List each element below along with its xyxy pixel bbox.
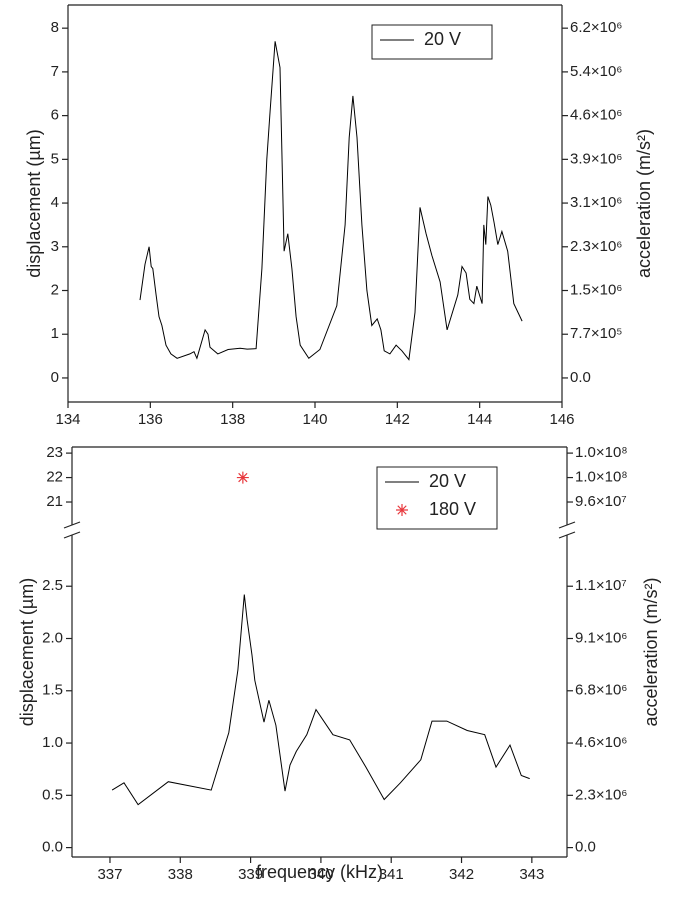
legend-label: 180 V xyxy=(429,499,476,519)
x-axis-label: frequency (kHz) xyxy=(256,862,383,882)
legend-box xyxy=(371,24,493,60)
x-tick-label: 343 xyxy=(519,866,544,883)
y-tick-label: 8 xyxy=(51,19,59,36)
y2-tick-label: 3.1×10⁶ xyxy=(570,194,622,211)
y2-tick-label: 9.1×10⁶ xyxy=(575,629,627,646)
x-tick-label: 342 xyxy=(449,866,474,883)
x-tick-label: 136 xyxy=(138,411,163,428)
y2-axis-label: acceleration (m/s²) xyxy=(641,577,661,726)
y2-tick-label: 5.4×10⁶ xyxy=(570,63,622,80)
y-tick-label: 1 xyxy=(51,325,59,342)
data-line xyxy=(139,41,523,361)
x-tick-label: 340 xyxy=(308,866,333,883)
x-tick-label: 134 xyxy=(55,411,80,428)
y2-tick-label: 0.0 xyxy=(570,369,591,386)
data-line xyxy=(111,594,530,806)
y-tick-label: 0.5 xyxy=(42,786,63,803)
y-tick-label: 22 xyxy=(46,469,63,486)
axis-break xyxy=(63,521,81,529)
y-tick-label: 1.0 xyxy=(42,734,63,751)
x-tick-label: 339 xyxy=(238,866,263,883)
y-tick-label: 23 xyxy=(46,444,63,461)
y2-tick-label: 4.6×10⁶ xyxy=(570,107,622,124)
y-tick-label: 7 xyxy=(51,63,59,80)
legend-label: 20 V xyxy=(429,471,466,491)
y2-tick-label: 2.3×10⁶ xyxy=(570,238,622,255)
y-tick-label: 0 xyxy=(51,369,59,386)
y-tick-label: 4 xyxy=(51,194,59,211)
y2-axis-label: acceleration (m/s²) xyxy=(634,129,654,278)
x-tick-label: 341 xyxy=(379,866,404,883)
y2-tick-label: 1.0×10⁸ xyxy=(575,469,628,486)
y-tick-label: 2 xyxy=(51,281,59,298)
y2-tick-label: 9.6×10⁷ xyxy=(575,493,627,510)
axis-break xyxy=(558,531,576,539)
y2-tick-label: 6.2×10⁶ xyxy=(570,19,622,36)
y2-tick-label: 1.0×10⁸ xyxy=(575,444,628,461)
x-tick-label: 140 xyxy=(302,411,327,428)
y2-tick-label: 1.1×10⁷ xyxy=(575,577,627,594)
y-axis-label: displacement (µm) xyxy=(24,129,44,277)
y-tick-label: 21 xyxy=(46,493,63,510)
x-tick-label: 138 xyxy=(220,411,245,428)
x-tick-label: 337 xyxy=(97,866,122,883)
x-tick-label: 142 xyxy=(385,411,410,428)
legend-label: 20 V xyxy=(424,29,461,49)
y-tick-label: 2.0 xyxy=(42,629,63,646)
y2-tick-label: 0.0 xyxy=(575,839,596,856)
axis-break xyxy=(63,531,81,539)
y-axis-label: displacement (µm) xyxy=(17,578,37,726)
legend-marker xyxy=(396,504,408,516)
y-tick-label: 0.0 xyxy=(42,839,63,856)
y2-tick-label: 6.8×10⁶ xyxy=(575,682,627,699)
y-tick-label: 5 xyxy=(51,150,59,167)
y-tick-label: 1.5 xyxy=(42,682,63,699)
x-tick-label: 146 xyxy=(549,411,574,428)
y-tick-label: 3 xyxy=(51,238,59,255)
y2-tick-label: 3.9×10⁶ xyxy=(570,150,622,167)
y2-tick-label: 4.6×10⁶ xyxy=(575,734,627,751)
data-point xyxy=(236,471,249,484)
y2-tick-label: 1.5×10⁶ xyxy=(570,281,622,298)
legend-box xyxy=(376,466,498,530)
x-tick-label: 144 xyxy=(467,411,492,428)
y-tick-label: 6 xyxy=(51,107,59,124)
x-tick-label: 338 xyxy=(168,866,193,883)
y2-tick-label: 7.7×10⁵ xyxy=(570,325,623,342)
y-tick-label: 2.5 xyxy=(42,577,63,594)
y2-tick-label: 2.3×10⁶ xyxy=(575,786,627,803)
axis-break xyxy=(558,521,576,529)
